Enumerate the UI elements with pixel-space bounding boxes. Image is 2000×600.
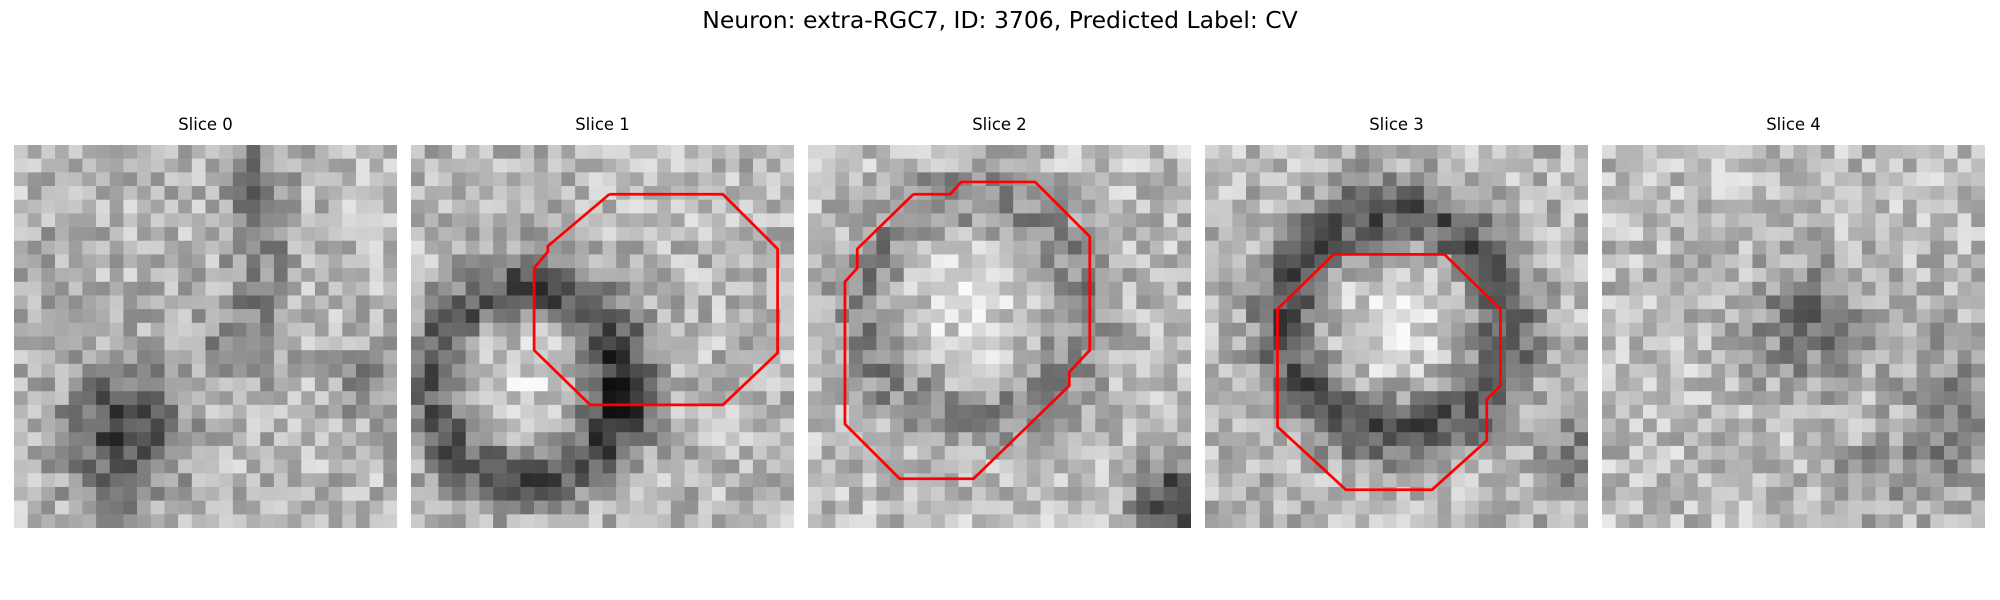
slice-panel-1: Slice 1 [411, 115, 794, 528]
slice-pixels-2 [808, 145, 1191, 528]
slice-image-4 [1602, 145, 1985, 528]
slice-image-2 [808, 145, 1191, 528]
slice-image-0 [14, 145, 397, 528]
roi-outline-1 [532, 192, 779, 407]
slice-panel-0: Slice 0 [14, 115, 397, 528]
slice-pixels-3 [1205, 145, 1588, 528]
slice-title-4: Slice 4 [1766, 115, 1821, 134]
slice-panel-2: Slice 2 [808, 115, 1191, 528]
figure-title: Neuron: extra-RGC7, ID: 3706, Predicted … [702, 6, 1298, 34]
slice-title-0: Slice 0 [178, 115, 233, 134]
slice-title-3: Slice 3 [1369, 115, 1424, 134]
slice-title-2: Slice 2 [972, 115, 1027, 134]
slice-image-3 [1205, 145, 1588, 528]
roi-outline-2 [843, 180, 1092, 481]
slice-pixels-4 [1602, 145, 1985, 528]
slice-pixels-1 [411, 145, 794, 528]
slice-panel-4: Slice 4 [1602, 115, 1985, 528]
slice-image-1 [411, 145, 794, 528]
roi-outline-3 [1276, 253, 1502, 492]
slice-pixels-0 [14, 145, 397, 528]
slice-title-1: Slice 1 [575, 115, 630, 134]
slice-panel-3: Slice 3 [1205, 115, 1588, 528]
